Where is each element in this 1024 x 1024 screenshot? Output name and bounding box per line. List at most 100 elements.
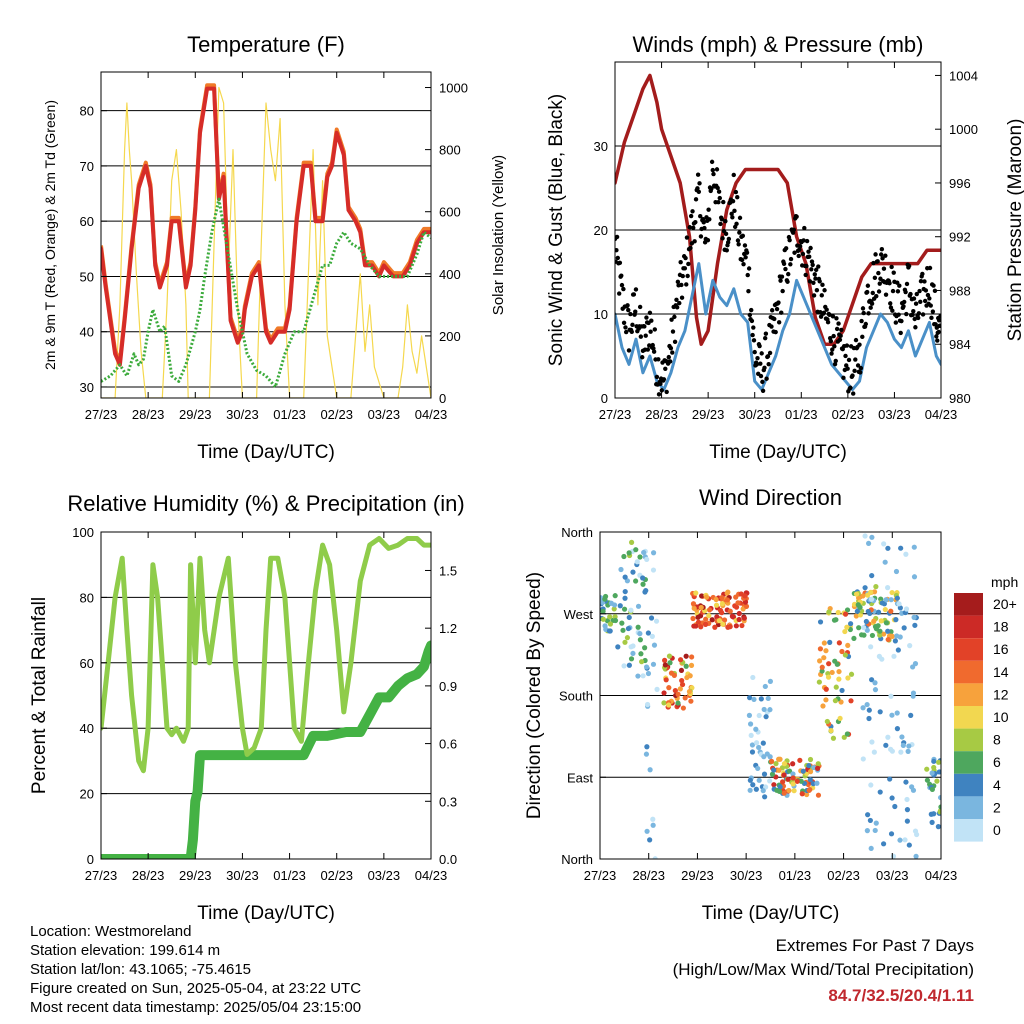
direction-point [863, 618, 869, 625]
series-point-gust [640, 355, 645, 360]
chart-panel-1: 27/23 28/23 29/23 30/23 01/23 02/23 03/23 04/23… [42, 32, 507, 463]
series-point-gust [911, 296, 917, 301]
series-point-gust [861, 310, 866, 316]
direction-point [899, 734, 905, 740]
direction-point [612, 614, 618, 620]
direction-point [824, 718, 830, 725]
series-point-gust [832, 344, 837, 349]
direction-point [865, 812, 871, 818]
series-point-gust [804, 263, 809, 269]
series-point-gust [906, 263, 912, 269]
series-point-gust [852, 368, 857, 374]
series-point-gust [807, 254, 812, 259]
y2-tick-label: 1.2 [439, 621, 457, 636]
series-point-gust [698, 213, 703, 219]
direction-point [832, 698, 839, 704]
direction-point [786, 787, 792, 794]
series-point-gust [734, 221, 739, 227]
series-point-gust [767, 350, 773, 356]
series-point-gust [918, 299, 923, 305]
y-tick-label: 0 [87, 852, 94, 867]
direction-point [877, 709, 883, 715]
x-tick-label: 01/23 [273, 868, 306, 883]
direction-point [675, 691, 681, 697]
direction-point [706, 607, 713, 613]
direction-point [628, 539, 635, 545]
series-point-gust [729, 211, 734, 217]
series-point-gust [631, 292, 637, 297]
series-point-gust [827, 312, 832, 317]
direction-point [762, 794, 768, 800]
series-point-gust [750, 332, 755, 338]
direction-point [760, 788, 766, 794]
series-point-gust [637, 304, 643, 310]
x-tick-label: 04/23 [415, 868, 448, 883]
series-point-gust [922, 298, 928, 304]
direction-point [839, 648, 845, 655]
direction-point [903, 606, 910, 612]
series-point-gust [757, 343, 762, 349]
direction-point [691, 605, 697, 611]
direction-point [894, 595, 900, 601]
direction-point [643, 751, 650, 757]
direction-point [906, 743, 912, 749]
colorbar-label: 18 [993, 619, 1009, 635]
direction-point [645, 670, 652, 677]
series-point-gust [794, 214, 799, 219]
series-point-gust [697, 181, 702, 186]
y-tick-label: 0 [601, 391, 608, 406]
series-point-gust [747, 312, 753, 318]
y2-axis-label: Station Pressure (Maroon) [1005, 119, 1024, 342]
direction-point [897, 605, 903, 611]
series-point-gust [715, 185, 720, 191]
series-point-gust [895, 289, 901, 294]
direction-point [896, 601, 902, 607]
series-point-gust [811, 280, 816, 285]
direction-point [821, 655, 827, 661]
y2-tick-label: 0.0 [439, 852, 457, 867]
direction-point [643, 587, 649, 594]
series-point-gust [878, 252, 884, 257]
direction-point [747, 721, 754, 727]
y2-tick-label: 200 [439, 329, 461, 344]
y-axis-label: Percent & Total Rainfall [29, 597, 50, 794]
series-point-gust [880, 256, 885, 261]
y-tick-label: 40 [80, 325, 94, 340]
x-tick-label: 29/23 [179, 407, 212, 422]
series-point-gust [725, 240, 731, 245]
series-point-gust [721, 199, 726, 205]
direction-point [650, 822, 656, 828]
direction-point [690, 615, 696, 622]
series-point-gust [701, 220, 706, 225]
direction-point [679, 677, 685, 684]
direction-point [903, 779, 909, 785]
series-point-gust [706, 207, 711, 212]
series-point-gust [759, 351, 764, 356]
direction-point [780, 779, 786, 785]
direction-point [739, 622, 745, 629]
direction-point [736, 616, 742, 623]
series-point-gust [928, 303, 933, 308]
direction-point [888, 597, 894, 603]
direction-point [864, 627, 870, 633]
colorbar-swatch [954, 773, 983, 797]
direction-point [644, 556, 650, 562]
direction-point [873, 820, 879, 826]
footer-elevation: Station elevation: 199.614 m [30, 942, 221, 959]
colorbar-swatch [954, 796, 983, 819]
y-tick-label: 30 [80, 380, 94, 395]
series-point-gust [927, 265, 933, 271]
series-point-gust [801, 238, 806, 243]
direction-point [799, 791, 805, 797]
direction-point [889, 795, 895, 801]
series-point-gust [833, 358, 838, 364]
plot-area [600, 533, 941, 859]
series-point-gust [813, 267, 819, 273]
series-point-gust [808, 245, 813, 251]
direction-point [698, 624, 704, 630]
series-point-gust [695, 186, 700, 191]
direction-point [910, 664, 916, 670]
direction-point [845, 642, 851, 649]
direction-point [931, 764, 937, 771]
series-point-gust [717, 195, 722, 201]
